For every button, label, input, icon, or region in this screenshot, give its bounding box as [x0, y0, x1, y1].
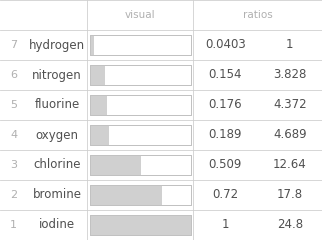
Bar	[90, 125, 191, 144]
Text: iodine: iodine	[39, 218, 75, 232]
Text: 4.689: 4.689	[273, 128, 307, 142]
Bar	[90, 156, 191, 175]
Bar	[90, 66, 191, 85]
Text: 0.72: 0.72	[212, 188, 239, 202]
Bar	[90, 156, 141, 175]
Bar	[90, 125, 109, 144]
Text: 1: 1	[10, 220, 17, 230]
Text: 3.828: 3.828	[273, 68, 307, 82]
Text: 2: 2	[10, 190, 17, 200]
Text: 6: 6	[10, 70, 17, 80]
Bar	[90, 216, 191, 235]
Bar	[90, 185, 162, 204]
Text: 4: 4	[10, 130, 17, 140]
Bar	[90, 36, 191, 55]
Text: 4.372: 4.372	[273, 98, 307, 112]
Bar	[90, 36, 191, 55]
Bar	[90, 156, 191, 175]
Text: 24.8: 24.8	[277, 218, 303, 232]
Bar	[90, 185, 191, 204]
Bar	[90, 216, 191, 235]
Bar	[90, 66, 105, 85]
Text: bromine: bromine	[33, 188, 82, 202]
Bar	[90, 96, 191, 115]
Bar	[90, 125, 191, 144]
Text: 17.8: 17.8	[277, 188, 303, 202]
Bar	[90, 96, 191, 115]
Text: 0.154: 0.154	[209, 68, 242, 82]
Text: 0.509: 0.509	[209, 158, 242, 172]
Text: 1: 1	[286, 38, 294, 52]
Text: ratios: ratios	[243, 10, 272, 20]
Text: 0.176: 0.176	[209, 98, 242, 112]
Text: 5: 5	[10, 100, 17, 110]
Bar	[90, 96, 107, 115]
Text: oxygen: oxygen	[36, 128, 79, 142]
Text: fluorine: fluorine	[34, 98, 80, 112]
Text: 0.189: 0.189	[209, 128, 242, 142]
Text: 7: 7	[10, 40, 17, 50]
Text: hydrogen: hydrogen	[29, 38, 85, 52]
Text: visual: visual	[125, 10, 156, 20]
Text: 1: 1	[222, 218, 229, 232]
Text: 3: 3	[10, 160, 17, 170]
Text: 12.64: 12.64	[273, 158, 307, 172]
Bar	[90, 36, 94, 55]
Bar	[90, 216, 191, 235]
Bar	[90, 185, 191, 204]
Text: chlorine: chlorine	[33, 158, 81, 172]
Bar	[90, 66, 191, 85]
Text: nitrogen: nitrogen	[32, 68, 82, 82]
Text: 0.0403: 0.0403	[205, 38, 246, 52]
